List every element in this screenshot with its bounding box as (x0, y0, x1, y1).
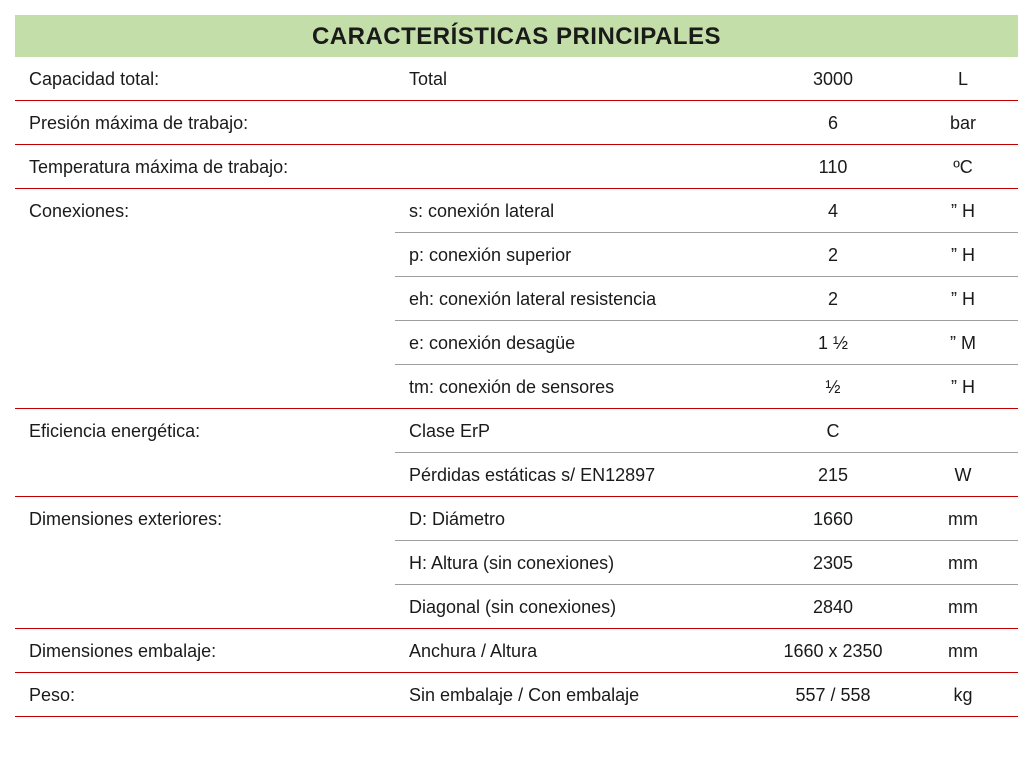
spec-unit: ” H (908, 277, 1018, 321)
spec-unit: mm (908, 497, 1018, 541)
spec-unit: mm (908, 629, 1018, 673)
spec-unit: ” M (908, 321, 1018, 365)
spec-sublabel: eh: conexión lateral resistencia (395, 277, 758, 321)
spec-sublabel: Diagonal (sin conexiones) (395, 585, 758, 629)
spec-sublabel: Anchura / Altura (395, 629, 758, 673)
spec-label: Temperatura máxima de trabajo: (15, 145, 395, 189)
spec-value: 1660 x 2350 (758, 629, 908, 673)
spec-unit: ” H (908, 189, 1018, 233)
spec-value: C (758, 409, 908, 453)
table-row: p: conexión superior2” H (15, 233, 1018, 277)
spec-value: 215 (758, 453, 908, 497)
spec-label: Eficiencia energética: (15, 409, 395, 453)
table-row: Pérdidas estáticas s/ EN12897215W (15, 453, 1018, 497)
spec-label (15, 277, 395, 321)
table-row: H: Altura (sin conexiones)2305mm (15, 541, 1018, 585)
table-row: eh: conexión lateral resistencia2” H (15, 277, 1018, 321)
table-row: Diagonal (sin conexiones)2840mm (15, 585, 1018, 629)
spec-sublabel (395, 145, 758, 189)
spec-sublabel: Clase ErP (395, 409, 758, 453)
table-row: Eficiencia energética:Clase ErPC (15, 409, 1018, 453)
spec-sublabel: Pérdidas estáticas s/ EN12897 (395, 453, 758, 497)
spec-sublabel: e: conexión desagüe (395, 321, 758, 365)
spec-value: 557 / 558 (758, 673, 908, 717)
spec-value: 1 ½ (758, 321, 908, 365)
spec-unit: bar (908, 101, 1018, 145)
spec-value: 3000 (758, 57, 908, 101)
spec-sublabel (395, 101, 758, 145)
spec-value: 2305 (758, 541, 908, 585)
table-row: Capacidad total:Total3000L (15, 57, 1018, 101)
spec-label: Dimensiones exteriores: (15, 497, 395, 541)
spec-unit: L (908, 57, 1018, 101)
spec-unit (908, 409, 1018, 453)
table-row: e: conexión desagüe1 ½” M (15, 321, 1018, 365)
spec-sublabel: D: Diámetro (395, 497, 758, 541)
spec-label (15, 541, 395, 585)
spec-label (15, 321, 395, 365)
table-row: Conexiones:s: conexión lateral4” H (15, 189, 1018, 233)
spec-table: CARACTERÍSTICAS PRINCIPALES Capacidad to… (15, 15, 1018, 717)
spec-label: Capacidad total: (15, 57, 395, 101)
spec-value: 2840 (758, 585, 908, 629)
spec-unit: ºC (908, 145, 1018, 189)
spec-label (15, 233, 395, 277)
spec-label: Dimensiones embalaje: (15, 629, 395, 673)
spec-unit: W (908, 453, 1018, 497)
spec-sublabel: s: conexión lateral (395, 189, 758, 233)
spec-sublabel: tm: conexión de sensores (395, 365, 758, 409)
spec-value: 2 (758, 277, 908, 321)
table-row: Dimensiones embalaje:Anchura / Altura166… (15, 629, 1018, 673)
spec-label (15, 585, 395, 629)
spec-value: 1660 (758, 497, 908, 541)
spec-value: 4 (758, 189, 908, 233)
spec-unit: mm (908, 585, 1018, 629)
spec-label (15, 453, 395, 497)
table-row: Presión máxima de trabajo: 6bar (15, 101, 1018, 145)
spec-label (15, 365, 395, 409)
spec-sublabel: Total (395, 57, 758, 101)
spec-unit: ” H (908, 365, 1018, 409)
spec-sublabel: H: Altura (sin conexiones) (395, 541, 758, 585)
spec-value: 110 (758, 145, 908, 189)
table-row: Peso:Sin embalaje / Con embalaje557 / 55… (15, 673, 1018, 717)
spec-value: 2 (758, 233, 908, 277)
table-row: tm: conexión de sensores½” H (15, 365, 1018, 409)
spec-label: Presión máxima de trabajo: (15, 101, 395, 145)
spec-label: Peso: (15, 673, 395, 717)
spec-unit: kg (908, 673, 1018, 717)
spec-label: Conexiones: (15, 189, 395, 233)
spec-value: 6 (758, 101, 908, 145)
spec-unit: mm (908, 541, 1018, 585)
spec-value: ½ (758, 365, 908, 409)
table-row: Dimensiones exteriores:D: Diámetro1660mm (15, 497, 1018, 541)
spec-sublabel: Sin embalaje / Con embalaje (395, 673, 758, 717)
spec-unit: ” H (908, 233, 1018, 277)
table-title: CARACTERÍSTICAS PRINCIPALES (15, 15, 1018, 57)
spec-sublabel: p: conexión superior (395, 233, 758, 277)
table-row: Temperatura máxima de trabajo: 110ºC (15, 145, 1018, 189)
